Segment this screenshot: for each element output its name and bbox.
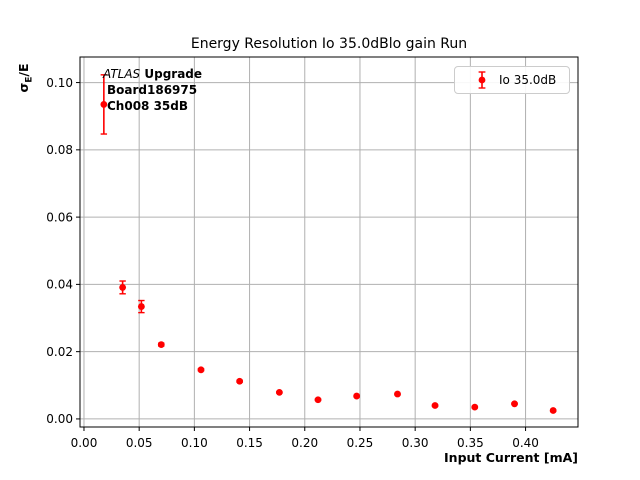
y-tick-label: 0.00 [46,412,73,426]
x-tick-label: 0.00 [71,436,98,450]
y-axis-label-subscript: E [24,76,35,83]
tick-marks [76,82,527,431]
x-tick-label: 0.30 [402,436,429,450]
legend: Io 35.0dB [454,66,570,94]
data-point [471,403,479,411]
data-point [157,341,165,348]
y-tick-label: 0.04 [46,278,73,292]
plot-border [79,56,579,428]
x-tick-label: 0.35 [457,436,484,450]
annotation-line-experiment: ATLAS Upgrade [103,66,202,82]
annotation-experiment-name: ATLAS [103,67,141,81]
data-point [314,396,322,404]
legend-label: Io 35.0dB [499,73,557,87]
x-tick-label: 0.20 [291,436,318,450]
data-point [119,284,127,291]
data-point [275,388,283,396]
data-point [100,101,108,108]
x-tick-label: 0.25 [347,436,374,450]
data-point [353,392,361,400]
annotation-line-channel: Ch008 35dB [107,99,189,113]
x-tick-label: 0.10 [181,436,208,450]
data-point [549,407,557,414]
data-point [431,402,439,409]
errorbar-glyph [478,71,486,89]
data-point [511,400,518,408]
y-tick-label: 0.02 [46,345,73,359]
y-tick-label: 0.06 [46,210,73,224]
tick-labels: 0.00 0.05 0.10 0.15 0.20 0.25 0.30 0.35 0.40 0.00… [46,76,539,450]
annotation-experiment-suffix: Upgrade [140,67,203,81]
annotation-block: ATLAS Upgrade Board186975 Ch008 35dB [103,66,202,114]
series-io-35.0db [100,74,557,414]
data-point [197,366,205,374]
data-point [394,390,401,398]
chart-title: Energy Resolution Io 35.0dBlo gain Run [190,36,468,52]
data-point [236,377,244,385]
x-tick-label: 0.15 [236,436,263,450]
y-axis-label: σE/E [16,63,35,92]
y-tick-label: 0.08 [46,143,73,157]
y-tick-label: 0.10 [46,76,73,90]
annotation-line-board: Board186975 [107,83,198,97]
x-tick-label: 0.40 [512,436,539,450]
x-axis-label: Input Current [mA] [444,450,578,465]
x-tick-label: 0.05 [126,436,153,450]
gridlines [80,57,578,427]
data-point [137,303,145,310]
y-axis-label-sigma: σ [15,82,31,93]
y-axis-label-rest: /E [15,63,31,77]
